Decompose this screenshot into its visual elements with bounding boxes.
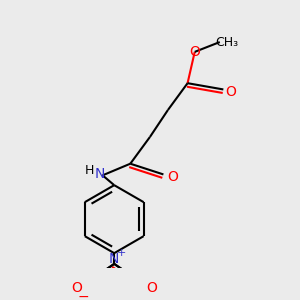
Text: N: N xyxy=(109,252,119,266)
Text: O: O xyxy=(146,281,157,295)
Text: O: O xyxy=(167,170,178,184)
Text: O: O xyxy=(225,85,236,99)
Text: CH₃: CH₃ xyxy=(215,35,238,49)
Text: N: N xyxy=(95,167,105,181)
Text: −: − xyxy=(78,290,90,300)
Text: O: O xyxy=(189,45,200,59)
Text: +: + xyxy=(117,248,126,258)
Text: H: H xyxy=(85,164,94,177)
Text: O: O xyxy=(71,281,82,295)
